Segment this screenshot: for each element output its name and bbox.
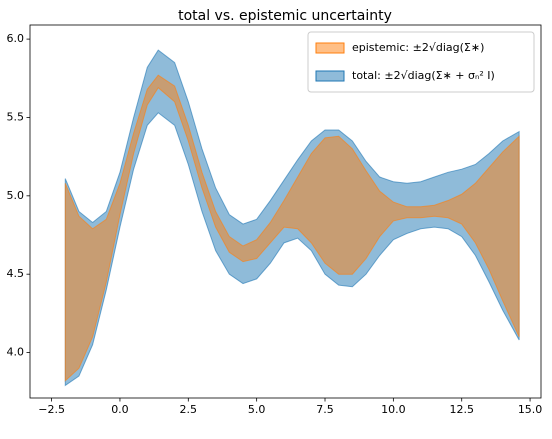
x-tick-label: −2.5 bbox=[38, 403, 65, 416]
y-tick-label: 5.5 bbox=[7, 110, 25, 123]
legend-label: epistemic: ±2√diag(Σ∗) bbox=[352, 41, 484, 54]
legend-box bbox=[307, 31, 535, 93]
y-tick-label: 4.0 bbox=[7, 346, 25, 359]
legend-swatch bbox=[315, 70, 345, 82]
x-tick-label: 2.5 bbox=[180, 403, 198, 416]
x-tick-label: 0.0 bbox=[111, 403, 129, 416]
chart-title: total vs. epistemic uncertainty bbox=[178, 8, 392, 24]
x-tick-label: 7.5 bbox=[316, 403, 334, 416]
x-tick-label: 12.5 bbox=[449, 403, 474, 416]
y-tick-label: 6.0 bbox=[7, 32, 25, 45]
legend-label: total: ±2√diag(Σ∗ + σₙ² I) bbox=[352, 69, 495, 82]
x-tick-label: 5.0 bbox=[248, 403, 266, 416]
x-tick-label: 15.0 bbox=[518, 403, 543, 416]
legend-swatch bbox=[315, 42, 345, 54]
axes-frame bbox=[29, 24, 542, 399]
y-tick-label: 4.5 bbox=[7, 267, 25, 280]
x-tick-label: 10.0 bbox=[381, 403, 406, 416]
band bbox=[64, 74, 520, 382]
y-tick-label: 5.0 bbox=[7, 189, 25, 202]
